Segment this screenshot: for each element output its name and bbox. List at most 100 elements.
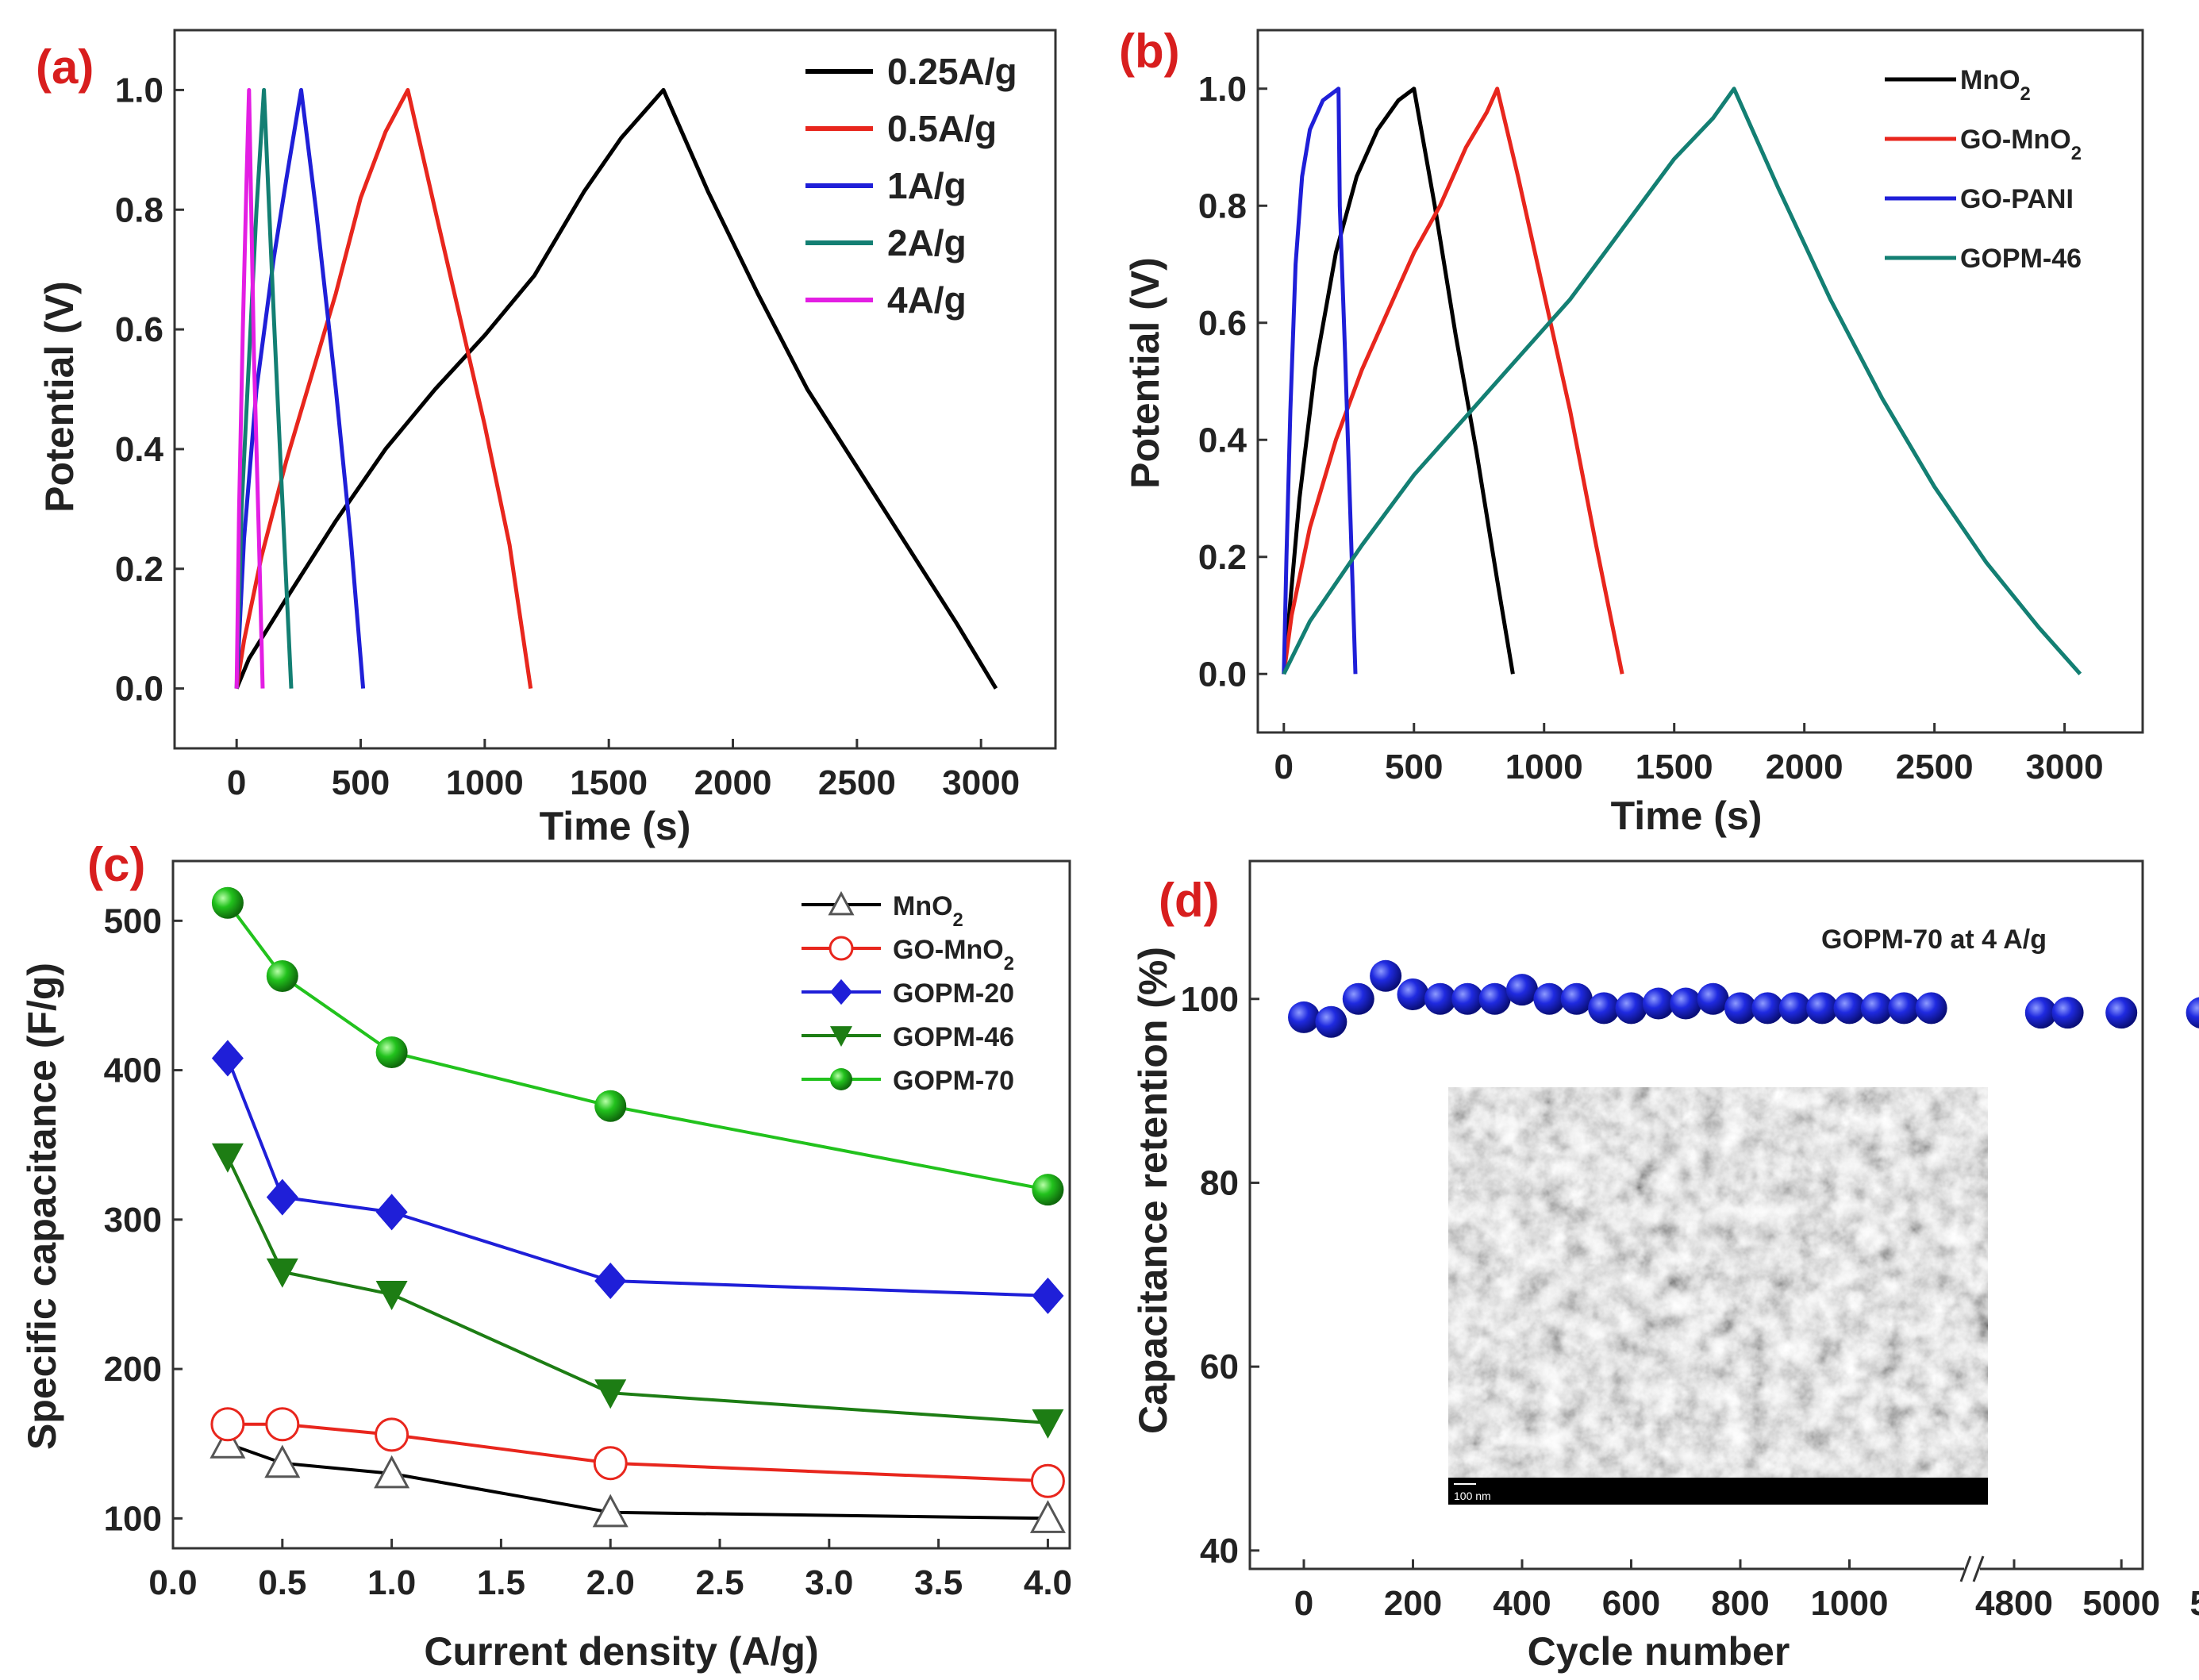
panel-d-point-18 [1778,992,1811,1025]
panel-d-xtick-label: 1000 [1811,1584,1889,1623]
panel-d-ticks: 0 200 400 600 800 1000 4800 5000 5200 40 60 80 100 [1181,980,2199,1623]
sem-inset: 100 nm [1448,1087,1988,1505]
panel-b-legend-label-3: GOPM-46 [1960,244,2082,274]
panel-c: 0.0 0.5 1.0 1.5 2.0 2.5 3.0 3.5 4.0 100 200 300 400 5… [20,838,1072,1674]
panel-a-xtick-label: 3000 [942,763,1020,802]
panel-d-point-11 [1588,992,1620,1025]
panel-a-line-1 [234,87,533,689]
panel-c-xtick-label: 2.5 [695,1563,744,1602]
panel-b-line-1 [1282,86,1624,675]
panel-c-ytick-label: 300 [104,1201,162,1240]
panel-a-frame [173,29,1057,750]
panel-c-ticks: 0.0 0.5 1.0 1.5 2.0 2.5 3.0 3.5 4.0 100 200 300 400 5… [104,902,1072,1602]
panel-c-legend-marker-0 [828,890,855,916]
panel-a-xtick-label: 0 [227,763,246,802]
panel-b-xtick-label: 2500 [1896,748,1974,786]
panel-d-xtick-label: 5200 [2189,1584,2199,1623]
panel-d-label: (d) [1159,874,1220,927]
panel-c-legend-marker-1 [828,936,854,961]
panel-b-ylabel: Potential (V) [1123,257,1167,489]
panel-c-xtick-label: 2.0 [586,1563,635,1602]
panel-c-series [210,886,1066,1533]
panel-c-point-4-1 [266,959,298,992]
panel-d-point-0 [1288,1001,1320,1033]
panel-d-ylabel: Capacitance retention (%) [1131,947,1175,1434]
panel-c-ytick-label: 100 [104,1499,162,1538]
panel-a-line-4 [234,87,265,689]
panel-a-ytick-label: 0.2 [115,550,163,589]
panel-d-point-25 [2051,997,2084,1029]
panel-d-point-12 [1615,992,1647,1025]
panel-b-ytick-label: 0.6 [1198,304,1247,343]
panel-a-line-0 [234,87,998,690]
panel-c-xtick-label: 4.0 [1024,1563,1072,1602]
panel-d-point-9 [1533,982,1566,1015]
panel-c-point-3-3 [594,1379,627,1409]
panel-d-point-13 [1642,987,1674,1020]
panel-c-label: (c) [87,838,145,891]
panel-b-legend: MnO2 GO-MnO2 GO-PANI GOPM-46 [1885,65,2082,274]
panel-a-xtick-label: 1500 [570,763,648,802]
panel-d-frame [1248,859,2144,1570]
panel-d-annotation: GOPM-70 at 4 A/g [1821,925,2047,955]
panel-d-point-19 [1806,992,1839,1025]
panel-b-xtick-label: 1500 [1636,748,1713,786]
panel-c-legend-label-3: GOPM-46 [893,1022,1014,1052]
panel-d-point-8 [1506,974,1538,1006]
panel-a-xtick-label: 500 [332,763,390,802]
panel-a-series [234,87,998,690]
panel-d-xtick-label: 4800 [1975,1584,2053,1623]
panel-c-legend-marker-4 [830,1068,852,1090]
panel-c-point-3-2 [375,1280,408,1310]
panel-a-xtick-label: 2500 [818,763,896,802]
panel-a-legend-label-1: 0.5A/g [887,108,997,149]
panel-c-frame [171,859,1071,1550]
panel-d-xtick-label: 800 [1711,1584,1769,1623]
panel-c-xtick-label: 0.0 [148,1563,197,1602]
panel-d-ytick-label: 40 [1200,1532,1239,1570]
panel-c-point-2-4 [1032,1277,1064,1314]
panel-c-point-2-2 [375,1194,408,1231]
panel-c-point-4-2 [375,1036,408,1068]
panel-d-point-20 [1833,992,1866,1025]
panel-d-point-3 [1370,959,1402,992]
panel-a-ytick-label: 0.6 [115,310,163,349]
panel-d-xtick-label: 600 [1602,1584,1660,1623]
panel-d-xtick-label: 5000 [2082,1584,2160,1623]
panel-c-point-3-1 [266,1258,298,1288]
panel-a-ytick-label: 1.0 [115,71,163,110]
panel-c-point-3-4 [1032,1409,1064,1439]
panel-d-point-10 [1560,982,1593,1015]
panel-c-xtick-label: 3.0 [805,1563,853,1602]
panel-d-xtick-label: 200 [1384,1584,1442,1623]
panel-b-label: (b) [1119,25,1180,78]
panel-a-legend: 0.25A/g 0.5A/g 1A/g 2A/g 4A/g [805,51,1017,321]
panel-a-xtick-label: 1000 [446,763,524,802]
panel-d-point-21 [1860,992,1893,1025]
panel-b-legend-label-2: GO-PANI [1960,184,2074,214]
panel-a-ticks: 0 500 1000 1500 2000 2500 3000 0.0 0.2 0.4 0.6 0.8 1… [115,71,1020,802]
panel-d-series [1288,959,2199,1038]
panel-d-axis-break-mark [1972,1555,1985,1582]
panel-d-xlabel: Cycle number [1528,1629,1790,1674]
panel-b: 0 500 1000 1500 2000 2500 3000 0.0 0.2 0.4 0.6 0.8 1… [1119,25,2144,838]
panel-d-point-4 [1397,978,1429,1010]
panel-b-ytick-label: 0.4 [1198,421,1248,459]
panel-c-legend-marker-2 [830,978,852,1005]
panel-c-point-1-4 [1030,1463,1065,1498]
panel-a-xlabel: Time (s) [540,804,691,848]
panel-c-point-1-0 [210,1407,245,1442]
panel-d-point-14 [1670,987,1702,1020]
panel-b-xtick-label: 0 [1274,748,1294,786]
sem-scale-label: 100 nm [1454,1490,1491,1502]
panel-b-xtick-label: 1000 [1505,748,1583,786]
panel-d-point-26 [2105,997,2138,1029]
panel-a-xtick-label: 2000 [694,763,772,802]
panel-d: 100 nm 0 200 400 600 800 1000 4800 5000 5200 40 60… [1131,859,2199,1674]
panel-c-ytick-label: 400 [104,1051,162,1090]
panel-c-point-3-0 [211,1143,244,1173]
panel-d-point-27 [2186,997,2199,1028]
sem-scale-bar-strip [1448,1478,1988,1505]
panel-b-line-2 [1282,86,1358,675]
